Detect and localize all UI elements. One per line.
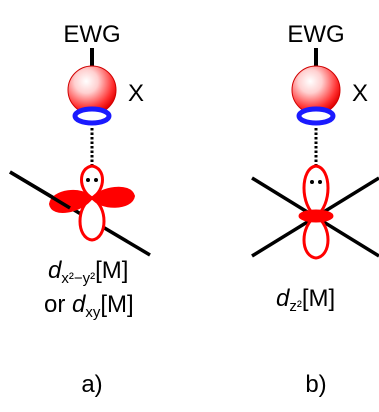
sigma-hole-ring-b — [296, 106, 336, 126]
caption-a: a) — [81, 371, 102, 398]
caption-b: b) — [305, 371, 326, 398]
ewg-label-b: EWG — [287, 21, 344, 48]
x-label-a: X — [128, 80, 144, 107]
panel-a: EWG X dx²−y²[M] or dxy[M] — [9, 21, 151, 398]
orbital-label-b: dz²[M] — [276, 285, 335, 315]
ligand-axis-1-front-a — [9, 170, 71, 210]
ewg-label-a: EWG — [63, 21, 120, 48]
d-orbital-lobes-a — [48, 164, 136, 242]
orbital-label-a-line2: or dxy[M] — [44, 291, 134, 321]
x-label-b: X — [352, 80, 368, 107]
orbital-label-a-line1: dx²−y²[M] — [48, 257, 128, 287]
sigma-hole-ring-a — [72, 106, 112, 126]
dz2-orbital-b — [298, 164, 334, 260]
panel-b: EWG X dz²[M] b) — [251, 21, 379, 398]
